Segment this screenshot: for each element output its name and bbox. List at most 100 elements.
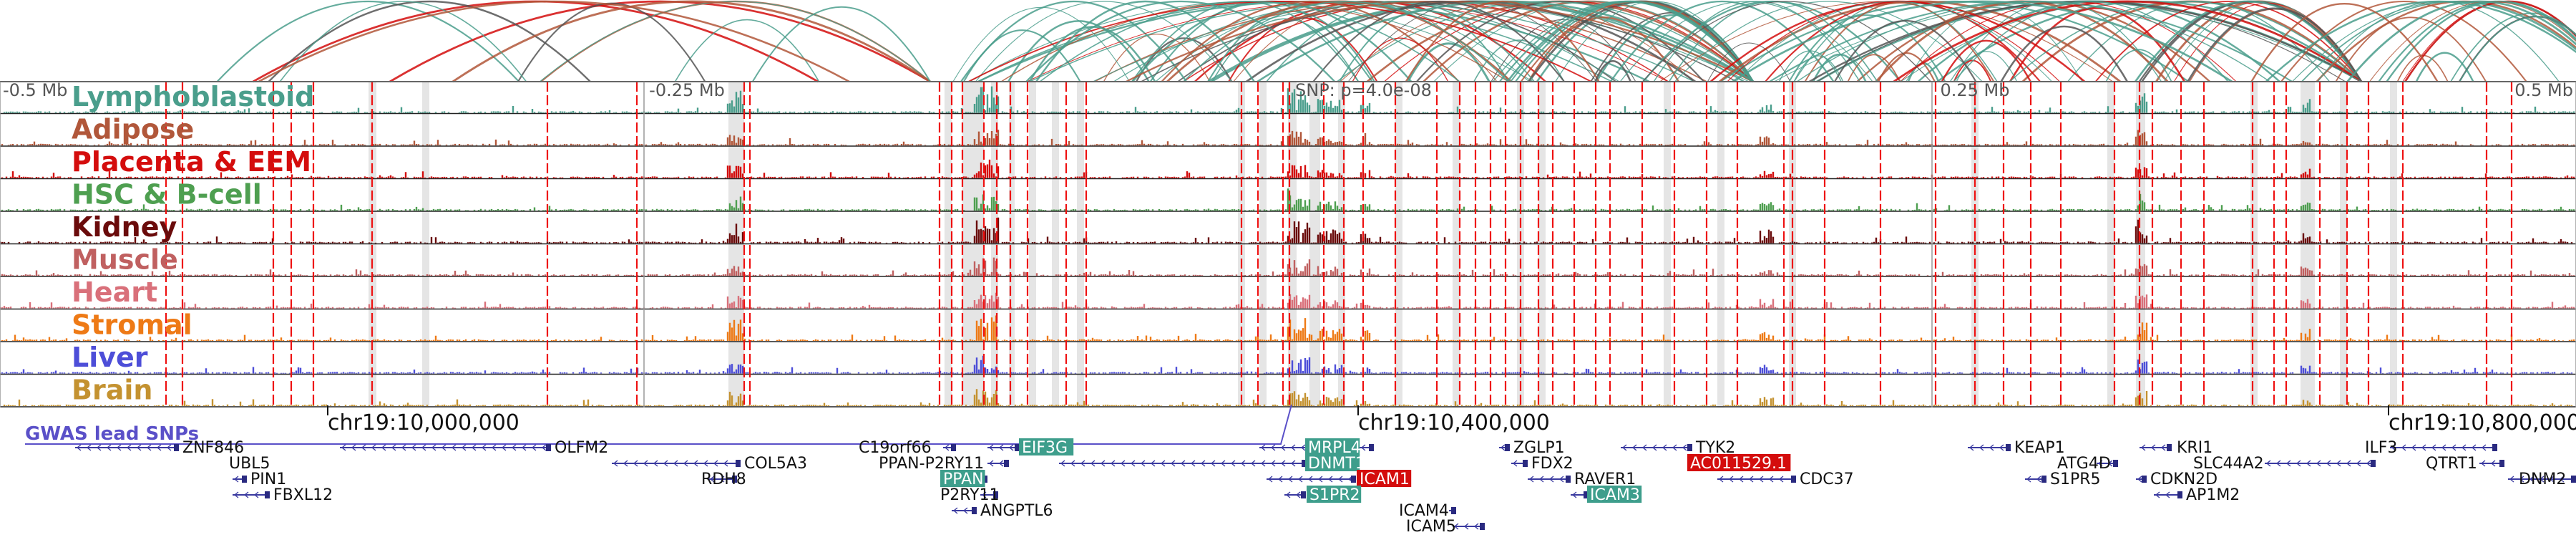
gene-exon (1523, 460, 1528, 467)
gene-exon (2492, 444, 2497, 451)
gene-exon (2371, 460, 2376, 467)
loop-arc (675, 20, 819, 82)
gene-cdc37[interactable]: CDC37 (1717, 471, 1854, 488)
gene-label: ILF3 (2365, 439, 2397, 457)
gene-keap1[interactable]: KEAP1 (1968, 439, 2065, 457)
gene-slc44a2[interactable]: SLC44A2 (2193, 455, 2376, 473)
highlight-region (962, 82, 984, 408)
gene-exon (1351, 476, 1356, 483)
loop-arc (953, 7, 1130, 82)
gene-exon (972, 507, 977, 514)
highlight-region (1664, 82, 1671, 408)
track-label: Muscle (72, 244, 178, 276)
gene-icam5[interactable]: ICAM5 (1406, 518, 1485, 536)
gene-s1pr5[interactable]: S1PR5 (2025, 471, 2101, 488)
gene-exon (2113, 460, 2118, 467)
gene-label: DNM2 (2519, 471, 2566, 488)
gene-exon (2041, 476, 2046, 483)
gene-label: OLFM2 (555, 439, 608, 457)
highlight-region (2390, 82, 2397, 408)
gene-label: COL5A3 (744, 455, 807, 473)
highlight-region (1077, 82, 1084, 408)
gene-dnmt1[interactable]: DNMT1 (1059, 454, 1365, 473)
coordinate-label: chr19:10,800,000 (2389, 410, 2576, 435)
track-label: Heart (72, 276, 157, 308)
loop-arc (253, 1, 819, 82)
gene-exon (1687, 444, 1692, 451)
gene-eif3g[interactable]: EIF3G (987, 438, 1073, 457)
loop-arc (1779, 51, 1841, 82)
highlight-region (1029, 82, 1036, 408)
highlight-region (2340, 82, 2347, 408)
gene-label: S1PR5 (2050, 471, 2101, 488)
gene-qtrt1[interactable]: QTRT1 (2426, 455, 2504, 473)
snp-pvalue-label: SNP: p=4.0e-08 (1295, 80, 1432, 100)
gene-label: AP1M2 (2186, 486, 2240, 504)
highlight-region (728, 82, 744, 408)
track-label: Placenta & EEM (72, 146, 311, 178)
gene-fbxl12[interactable]: FBXL12 (233, 486, 333, 504)
gene-exon (1566, 476, 1571, 483)
gene-rdh8[interactable]: RDH8 (701, 471, 746, 488)
track-label: HSC & B-cell (72, 179, 262, 211)
gene-exon (2142, 476, 2147, 483)
gene-label: ICAM1 (1360, 471, 1410, 488)
highlight-region (2250, 82, 2258, 408)
gene-label: CDC37 (1800, 471, 1854, 488)
gene-label: ICAM5 (1406, 518, 1456, 536)
coordinate-label: chr19:10,400,000 (1358, 410, 1550, 435)
highlight-region (1395, 82, 1402, 408)
gene-label: QTRT1 (2426, 455, 2477, 473)
gene-ac011529-1[interactable]: AC011529.1 (1687, 454, 1790, 473)
track-label: Kidney (72, 211, 177, 243)
axis-tick-label: 0.5 Mb (2514, 80, 2573, 100)
gene-exon (2177, 491, 2182, 498)
axis-tick-label: 0.25 Mb (1940, 80, 2009, 100)
highlight-region (1717, 82, 1724, 408)
gene-annotation-track: ZNF846UBL5PIN1FBXL12OLFM2COL5A3RDH8C19or… (75, 438, 2576, 536)
gene-label: DNMT1 (1308, 455, 1365, 473)
loop-arc (1406, 1, 1599, 82)
gene-exon (1015, 444, 1020, 451)
gene-exon (265, 491, 270, 498)
gene-angptl6[interactable]: ANGPTL6 (952, 502, 1053, 520)
track-hsc-b-cell (0, 188, 2576, 211)
highlight-region (2107, 82, 2114, 408)
gene-exon (2499, 460, 2504, 467)
gene-exon (1505, 444, 1510, 451)
gene-label: AC011529.1 (1690, 455, 1787, 473)
highlight-regions (369, 82, 2397, 408)
gene-exon (1480, 523, 1485, 530)
track-label: Brain (72, 375, 152, 406)
loop-arc (2370, 1, 2576, 82)
gene-label: FBXL12 (273, 486, 333, 504)
highlight-region (945, 82, 952, 408)
gene-fdx2[interactable]: FDX2 (1511, 455, 1574, 473)
gene-exon (1451, 507, 1456, 514)
gene-olfm2[interactable]: OLFM2 (340, 439, 608, 457)
chromatin-loop-arcs (218, 1, 2576, 82)
signal-bars (0, 218, 2572, 244)
loop-arc (2416, 53, 2474, 82)
highlight-region (2301, 82, 2315, 408)
gene-exon (2571, 476, 2576, 483)
track-label: Lymphoblastoid (72, 81, 314, 112)
gene-exon (2167, 444, 2172, 451)
gene-exon (1301, 491, 1306, 498)
gene-label: EIF3G (1022, 439, 1068, 457)
gene-exon (1004, 460, 1009, 467)
gene-dnm2[interactable]: DNM2 (2508, 471, 2576, 488)
gene-label: FDX2 (1531, 455, 1574, 473)
highlight-region (1052, 82, 1059, 408)
axis-tick-label: -0.5 Mb (3, 80, 67, 100)
loop-arc (753, 7, 930, 82)
gwas-lead-snp-line (25, 405, 1292, 444)
gene-ap1m2[interactable]: AP1M2 (2154, 486, 2240, 504)
highlight-region (1538, 82, 1546, 408)
gene-s1pr2[interactable]: S1PR2 (1284, 486, 1361, 504)
highlight-region (1309, 82, 1320, 408)
track-label: Adipose (72, 114, 194, 145)
loop-arc (1805, 3, 1994, 82)
gene-label: S1PR2 (1309, 486, 1360, 504)
track-label: Stromal (72, 309, 192, 341)
